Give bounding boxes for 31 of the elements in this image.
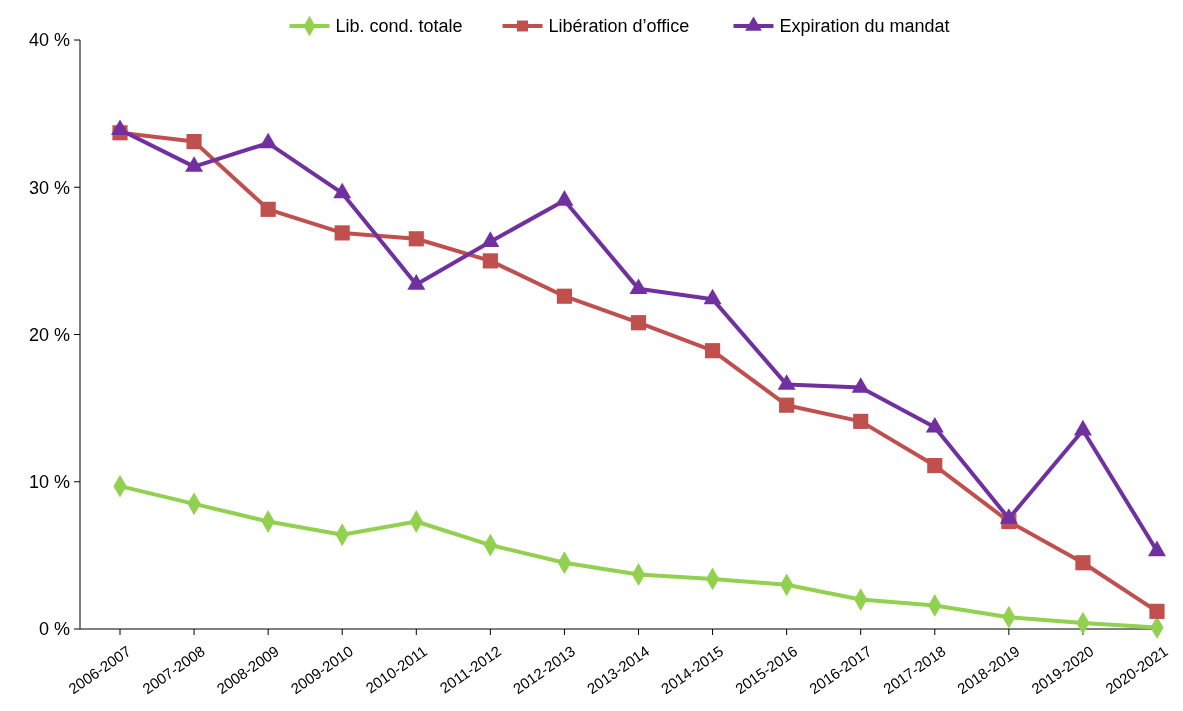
- y-tick-label: 30 %: [28, 177, 70, 198]
- y-tick-label: 10 %: [28, 472, 70, 493]
- point: [482, 253, 498, 269]
- point: [851, 377, 870, 393]
- point: [407, 274, 426, 290]
- y-tick-label: 20 %: [28, 324, 70, 345]
- point: [334, 225, 350, 241]
- y-tick-label: 40 %: [28, 30, 70, 51]
- point: [556, 288, 573, 304]
- legend-label: Expiration du mandat: [779, 16, 950, 37]
- point: [927, 457, 943, 474]
- point: [259, 132, 278, 149]
- point: [333, 182, 352, 199]
- point: [185, 156, 204, 172]
- legend-label: Lib. cond. totale: [335, 16, 463, 37]
- point: [555, 190, 574, 206]
- point: [704, 343, 721, 359]
- point: [481, 231, 500, 247]
- point: [408, 231, 424, 247]
- point: [1149, 603, 1165, 619]
- y-tick-label: 0 %: [38, 619, 70, 640]
- point: [630, 315, 647, 331]
- point: [1075, 555, 1091, 571]
- point: [111, 119, 129, 136]
- point: [853, 413, 869, 429]
- point: [703, 288, 722, 305]
- point: [629, 278, 648, 295]
- point: [779, 397, 795, 413]
- point: [777, 374, 796, 390]
- legend-label: Libération d’office: [548, 16, 690, 37]
- point: [260, 201, 276, 217]
